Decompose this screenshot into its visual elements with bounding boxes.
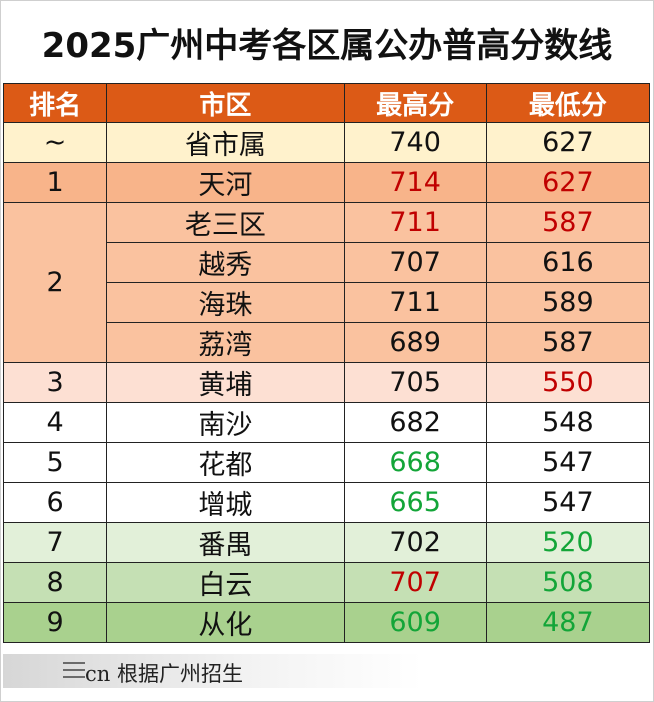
- table-row: 7 番禺 702 520: [2, 522, 651, 563]
- score-table: 排名 市区 最高分 最低分 ~ 省市属 740 627 1 天河 714 627 2 老三区 711…: [2, 83, 651, 643]
- max-score-cell: 707: [343, 242, 487, 283]
- rank-cell: 2: [2, 202, 108, 363]
- header-district: 市区: [106, 83, 345, 123]
- rank-cell: 5: [2, 442, 108, 483]
- table-row: 3 黄埔 705 550: [2, 362, 651, 403]
- min-score-cell: 520: [485, 522, 651, 563]
- min-score-cell: 587: [485, 202, 651, 243]
- max-score-cell: 702: [343, 522, 487, 563]
- district-cell: 增城: [106, 482, 345, 523]
- district-cell: 白云: [106, 562, 345, 603]
- rank-cell: ~: [2, 122, 108, 163]
- max-score-cell: 689: [343, 322, 487, 363]
- min-score-cell: 508: [485, 562, 651, 603]
- rank-cell: 4: [2, 402, 108, 443]
- table-row: 4 南沙 682 548: [2, 402, 651, 443]
- table-row: 荔湾 689 587: [4, 322, 651, 363]
- district-cell: 天河: [106, 162, 345, 203]
- min-score-cell: 547: [485, 482, 651, 523]
- district-cell: 从化: [106, 602, 345, 643]
- min-score-cell: 627: [485, 162, 651, 203]
- table-row: 5 花都 668 547: [2, 442, 651, 483]
- district-cell: 南沙: [106, 402, 345, 443]
- district-cell: 海珠: [106, 282, 345, 323]
- district-cell: 越秀: [106, 242, 345, 283]
- max-score-cell: 707: [343, 562, 487, 603]
- table-row: 8 白云 707 508: [2, 562, 651, 603]
- max-score-cell: 714: [343, 162, 487, 203]
- table-header-row: 排名 市区 最高分 最低分: [2, 83, 651, 123]
- footer: cn 根据广州招生: [3, 646, 650, 696]
- max-score-cell: 665: [343, 482, 487, 523]
- district-cell: 番禺: [106, 522, 345, 563]
- table-row: 9 从化 609 487: [2, 602, 651, 643]
- district-cell: 黄埔: [106, 362, 345, 403]
- district-cell: 荔湾: [106, 322, 345, 363]
- rank-cell: 9: [2, 602, 108, 643]
- table-body: ~ 省市属 740 627 1 天河 714 627 2 老三区 711 587 越秀 707 616 海珠 7…: [2, 122, 651, 643]
- rank-cell: 1: [2, 162, 108, 203]
- max-score-cell: 711: [343, 202, 487, 243]
- min-score-cell: 627: [485, 122, 651, 163]
- header-rank: 排名: [2, 83, 108, 123]
- table-row: 1 天河 714 627: [2, 162, 651, 203]
- district-cell: 花都: [106, 442, 345, 483]
- watermark-lines-icon: [63, 662, 85, 678]
- max-score-cell: 705: [343, 362, 487, 403]
- district-cell: 省市属: [106, 122, 345, 163]
- min-score-cell: 616: [485, 242, 651, 283]
- min-score-cell: 589: [485, 282, 651, 323]
- header-max-score: 最高分: [343, 83, 487, 123]
- table-row: 越秀 707 616: [4, 242, 651, 283]
- table-row: ~ 省市属 740 627: [2, 122, 651, 163]
- rank-cell: 8: [2, 562, 108, 603]
- min-score-cell: 587: [485, 322, 651, 363]
- min-score-cell: 547: [485, 442, 651, 483]
- min-score-cell: 487: [485, 602, 651, 643]
- rank-cell: 3: [2, 362, 108, 403]
- rank-cell: 6: [2, 482, 108, 523]
- footer-watermark-band: [3, 654, 423, 688]
- max-score-cell: 740: [343, 122, 487, 163]
- max-score-cell: 668: [343, 442, 487, 483]
- district-cell: 老三区: [106, 202, 345, 243]
- min-score-cell: 548: [485, 402, 651, 443]
- rank-cell: 7: [2, 522, 108, 563]
- table-row: 6 增城 665 547: [2, 482, 651, 523]
- page-title: 2025广州中考各区属公办普高分数线: [41, 26, 613, 66]
- max-score-cell: 711: [343, 282, 487, 323]
- max-score-cell: 609: [343, 602, 487, 643]
- footer-source-text: cn 根据广州招生: [85, 662, 243, 686]
- table-row: 2 老三区 711 587: [2, 202, 651, 363]
- header-min-score: 最低分: [485, 83, 651, 123]
- max-score-cell: 682: [343, 402, 487, 443]
- table-row: 海珠 711 589: [4, 282, 651, 323]
- min-score-cell: 550: [485, 362, 651, 403]
